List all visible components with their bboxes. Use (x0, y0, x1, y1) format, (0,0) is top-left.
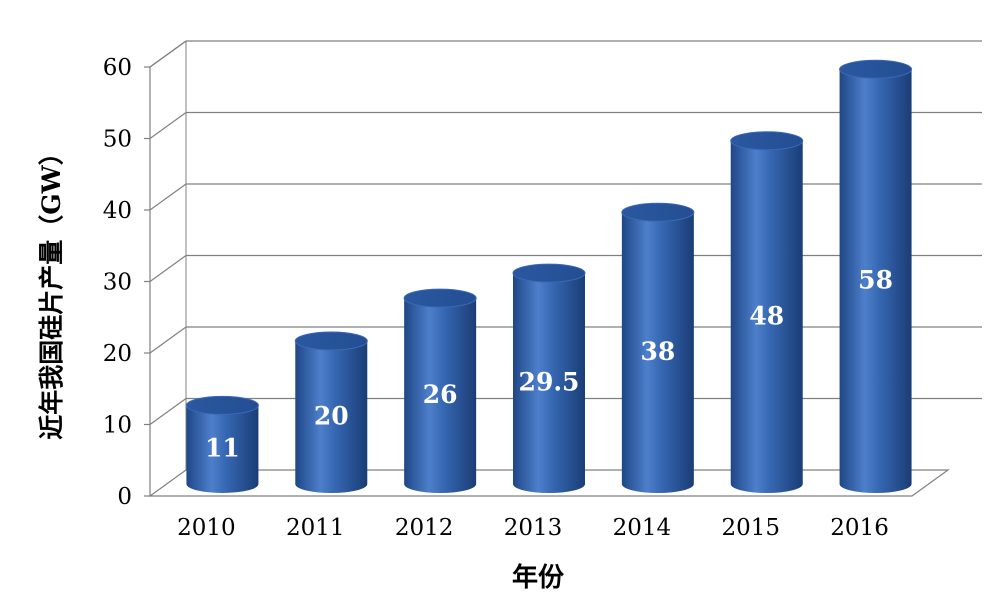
data-label: 38 (640, 337, 675, 366)
y-tick-label: 0 (117, 484, 132, 510)
data-label: 26 (423, 380, 458, 409)
x-axis-title: 年份 (512, 562, 564, 593)
bar-body (295, 341, 368, 493)
bar (403, 288, 477, 493)
y-tick-label: 20 (103, 341, 132, 367)
floor (148, 469, 950, 497)
y-axis-title: 近年我国硅片产量（GW） (37, 140, 66, 439)
bar (730, 131, 804, 494)
gridline-side (149, 112, 187, 139)
y-tick-label: 10 (103, 413, 132, 439)
bar-top (512, 263, 586, 283)
bar-top (730, 131, 804, 151)
bar-body (186, 405, 259, 493)
data-label: 58 (858, 266, 893, 295)
bar-body (730, 140, 803, 494)
x-tick-label: 2016 (830, 515, 889, 541)
bar-body (839, 69, 912, 494)
bar-body (513, 273, 585, 493)
gridline-side (149, 255, 187, 282)
data-label: 20 (314, 402, 349, 431)
bar (185, 395, 259, 493)
gridline-side (149, 326, 187, 354)
label-layer: 11 2010 20 2011 26 2012 29.5 2013 38 2014 48 2015 58… (177, 266, 893, 541)
y-tick-label: 30 (103, 270, 132, 296)
bar-top (403, 288, 477, 308)
bar-top (185, 395, 259, 415)
y-tick-label: 60 (103, 55, 132, 81)
data-label: 11 (205, 434, 240, 463)
gridline-side (149, 398, 187, 425)
gridline-side (149, 40, 187, 68)
x-tick-label: 2010 (177, 515, 236, 541)
bar-top (621, 202, 695, 222)
x-tick-label: 2012 (395, 515, 454, 541)
bar-body (404, 298, 477, 493)
gridline-side (149, 183, 187, 211)
bar-layer (185, 59, 913, 494)
bar-top (294, 331, 368, 351)
x-tick-label: 2013 (504, 515, 563, 541)
x-tick-label: 2014 (613, 515, 672, 541)
bar (839, 59, 913, 494)
grid-layer: 0 10 20 30 40 50 60 (103, 40, 982, 510)
x-tick-label: 2011 (286, 515, 345, 541)
bar-body (621, 212, 694, 494)
y-tick-label: 40 (103, 198, 132, 224)
bar (621, 202, 695, 494)
data-label: 29.5 (519, 368, 580, 397)
y-tick-label: 50 (103, 127, 132, 153)
data-label: 48 (749, 301, 784, 330)
bar (294, 331, 368, 493)
x-tick-label: 2015 (721, 515, 780, 541)
bar (512, 263, 586, 493)
bar-top (839, 59, 913, 79)
